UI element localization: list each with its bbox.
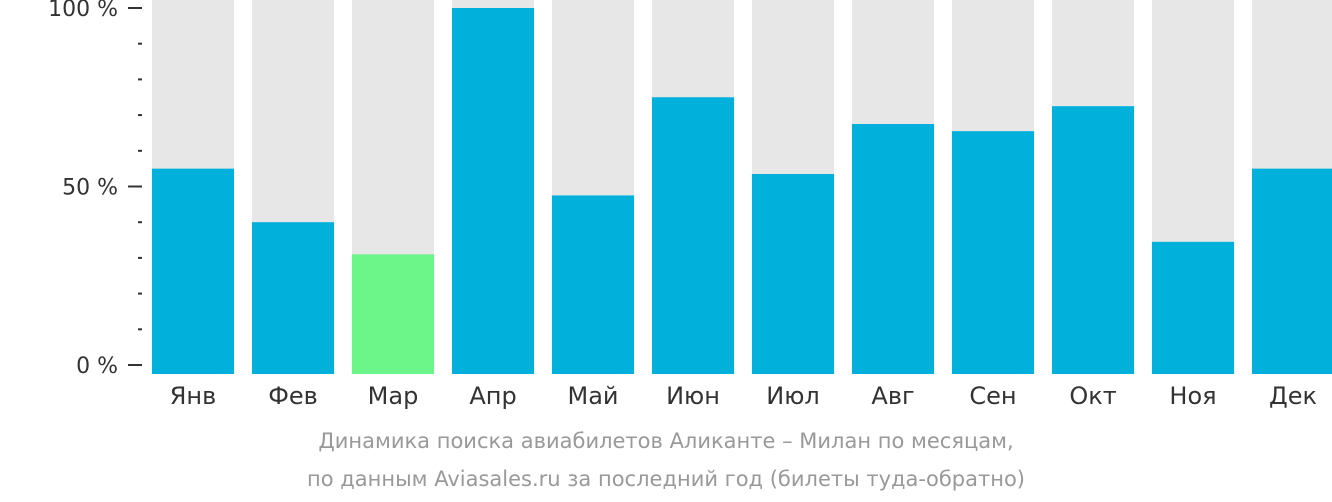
x-tick-label: Окт [1069,382,1116,410]
x-tick-label: Дек [1269,382,1317,410]
x-tick-label: Май [567,382,618,410]
y-tick-label: 100 % [48,0,118,22]
bar-Сен [952,131,1034,374]
bar-Апр [452,8,534,374]
bar-chart: 100 % 50 % 0 % Янв Фев Мар Апр Май Июн Июл Авг Сен… [48,0,1332,410]
x-tick-label: Сен [969,382,1016,410]
bar-Дек [1252,168,1332,374]
bar-Авг [852,124,934,375]
x-axis-labels: Янв Фев Мар Апр Май Июн Июл Авг Сен Окт Ноя Дек [170,382,1317,410]
x-tick-label: Ноя [1169,382,1216,410]
x-tick-label: Июн [666,382,720,410]
bar-Окт [1052,106,1134,375]
y-tick-label: 0 % [76,354,118,379]
bar-Мар [352,254,434,374]
y-axis: 100 % 50 % 0 % [48,0,142,379]
x-tick-label: Мар [368,382,419,410]
x-tick-label: Фев [268,382,318,410]
caption-line-1: Динамика поиска авиабилетов Аликанте – М… [318,429,1014,453]
caption-line-2: по данным Aviasales.ru за последний год … [307,467,1025,491]
bar-Июн [652,97,734,374]
y-tick-label: 50 % [62,176,118,201]
bar-Ноя [1152,241,1234,374]
bar-Фев [252,222,334,374]
bar-Июл [752,174,834,374]
x-tick-label: Апр [469,382,516,410]
bar-Май [552,195,634,374]
x-tick-label: Авг [871,382,914,410]
x-tick-label: Янв [170,382,217,410]
x-tick-label: Июл [766,382,820,410]
bars [152,8,1332,375]
bar-Янв [152,168,234,374]
